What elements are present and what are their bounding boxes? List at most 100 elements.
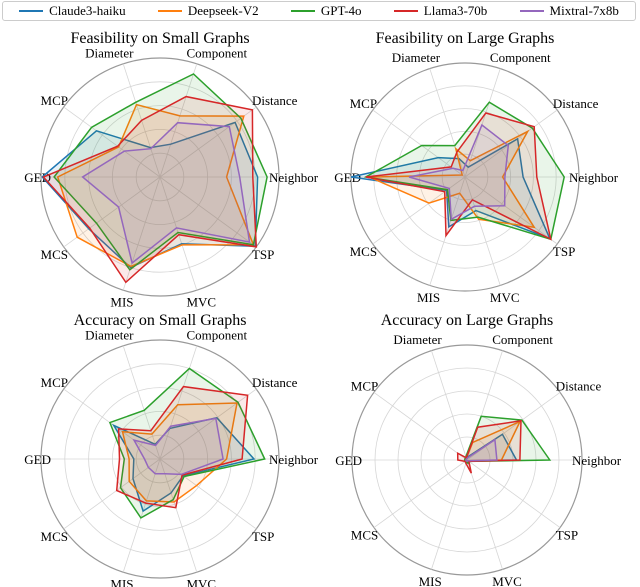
axis-label-mvc: MVC xyxy=(492,574,522,587)
legend-label: Claude3-haiku xyxy=(49,3,126,18)
axis-label-diameter: Diameter xyxy=(393,332,442,347)
series-gpt-4o xyxy=(463,415,552,465)
axis-label-ged: GED xyxy=(24,170,51,185)
radar-chart-1: Feasibility on Small Graphs Neighbor Dista… xyxy=(24,30,318,310)
axis-label-diameter: Diameter xyxy=(392,50,441,65)
axis-label-mis: MIS xyxy=(417,290,440,305)
axis-label-mvc: MVC xyxy=(490,290,520,305)
series-mixtral-7x8b xyxy=(408,123,510,221)
axis-label-component: Component xyxy=(186,45,247,60)
series-llama3-70b xyxy=(115,385,249,509)
axis-label-neighbor: Neighbor xyxy=(269,170,319,185)
series-mixtral-7x8b xyxy=(465,438,498,462)
axis-spoke xyxy=(159,63,198,178)
axis-spoke xyxy=(63,458,161,530)
axis-label-neighbor: Neighbor xyxy=(269,452,319,467)
axis-spoke xyxy=(466,459,561,528)
chart-title: Accuracy on Large Graphs xyxy=(381,312,554,329)
axis-label-ged: GED xyxy=(334,170,361,185)
axis-spoke xyxy=(122,345,161,460)
axis-label-distance: Distance xyxy=(553,96,599,111)
axis-label-diameter: Diameter xyxy=(85,45,134,60)
axis-spoke xyxy=(373,392,468,461)
legend-swatch xyxy=(157,10,182,12)
legend-label: Llama3-70b xyxy=(423,3,488,18)
legend-item-llama3-70b: Llama3-70b xyxy=(393,3,488,19)
chart-title: Feasibility on Large Graphs xyxy=(376,30,555,47)
axis-spoke xyxy=(429,176,466,286)
legend-label: Mixtral-7x8b xyxy=(549,3,619,18)
axis-spoke xyxy=(464,176,501,286)
legend-label: Deepseek-V2 xyxy=(187,3,259,18)
axis-label-tsp: TSP xyxy=(252,529,274,544)
axis-spoke xyxy=(159,388,257,460)
axis-spoke xyxy=(122,176,161,291)
axis-spoke xyxy=(63,388,161,460)
axis-label-ged: GED xyxy=(335,453,362,468)
legend-item-gpt-4o: GPT-4o xyxy=(290,3,362,19)
legend-label: GPT-4o xyxy=(320,3,362,18)
radar-chart-4: Accuracy on Large Graphs Neighbor Distance… xyxy=(335,312,621,587)
axis-label-mvc: MVC xyxy=(186,295,216,310)
series-llama3-70b xyxy=(365,112,552,241)
series-llama3-70b xyxy=(42,95,258,284)
legend-swatch xyxy=(393,10,418,12)
axis-label-distance: Distance xyxy=(252,93,298,108)
series-deepseek-v2 xyxy=(56,103,255,268)
radar-chart-3: Accuracy on Small Graphs Neighbor Distance… xyxy=(24,312,318,587)
axis-spoke xyxy=(159,176,257,248)
axis-spoke xyxy=(159,345,198,460)
axis-label-component: Component xyxy=(492,332,553,347)
axis-label-mcs: MCS xyxy=(41,529,68,544)
axis-label-component: Component xyxy=(186,327,247,342)
axis-spoke xyxy=(159,458,198,573)
axis-spoke xyxy=(466,459,503,570)
axis-label-mis: MIS xyxy=(110,295,133,310)
axis-label-distance: Distance xyxy=(252,375,298,390)
axis-spoke xyxy=(372,109,466,178)
axis-label-distance: Distance xyxy=(556,378,602,393)
axis-label-component: Component xyxy=(490,50,551,65)
axis-spoke xyxy=(464,176,558,245)
legend-item-mixtral-7x8b: Mixtral-7x8b xyxy=(519,3,619,19)
axis-label-neighbor: Neighbor xyxy=(572,453,622,468)
chart-title: Feasibility on Small Graphs xyxy=(70,30,249,47)
series-gpt-4o xyxy=(108,367,266,519)
axis-spoke xyxy=(63,106,161,178)
series-mixtral-7x8b xyxy=(132,417,224,476)
series-mixtral-7x8b xyxy=(81,121,251,265)
axis-label-tsp: TSP xyxy=(252,247,274,262)
legend-swatch xyxy=(290,10,315,12)
axis-label-mvc: MVC xyxy=(186,577,216,587)
axis-label-mcp: MCP xyxy=(350,96,377,111)
legend-swatch xyxy=(519,10,544,12)
axis-label-mcp: MCP xyxy=(351,378,378,393)
axis-label-ged: GED xyxy=(24,452,51,467)
legend: Claude3-haiku Deepseek-V2 GPT-4o Llama3-… xyxy=(2,1,636,21)
axis-label-tsp: TSP xyxy=(556,528,578,543)
legend-swatch xyxy=(19,10,44,12)
series-claude3-haiku xyxy=(111,416,256,513)
axis-label-tsp: TSP xyxy=(553,244,575,259)
axis-spoke xyxy=(63,176,161,248)
radar-chart-2: Feasibility on Large Graphs Neighbor Dista… xyxy=(334,30,618,305)
axis-spoke xyxy=(431,459,468,570)
axis-spoke xyxy=(373,459,468,528)
chart-title: Accuracy on Small Graphs xyxy=(74,312,247,329)
axis-label-mcp: MCP xyxy=(41,375,68,390)
axis-label-mis: MIS xyxy=(110,577,133,587)
axis-label-mcs: MCS xyxy=(350,244,377,259)
axis-spoke xyxy=(159,176,198,291)
legend-item-claude3-haiku: Claude3-haiku xyxy=(19,3,126,19)
axis-label-mis: MIS xyxy=(419,574,442,587)
axis-spoke xyxy=(464,68,501,178)
axis-label-neighbor: Neighbor xyxy=(569,170,619,185)
axis-spoke xyxy=(122,458,161,573)
axis-label-diameter: Diameter xyxy=(85,327,134,342)
axis-label-mcp: MCP xyxy=(41,93,68,108)
axis-spoke xyxy=(159,458,257,530)
series-gpt-4o xyxy=(53,73,268,271)
axis-spoke xyxy=(159,106,257,178)
axis-spoke xyxy=(431,350,468,461)
